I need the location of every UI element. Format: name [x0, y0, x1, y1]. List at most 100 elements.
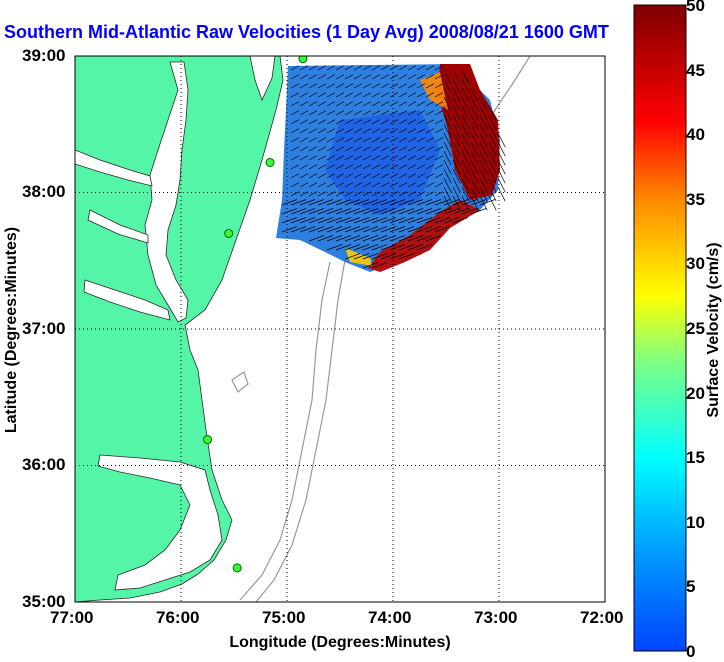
velocity-arrow [362, 191, 372, 197]
velocity-arrow [308, 164, 318, 170]
velocity-arrow [425, 217, 442, 224]
velocity-arrow [452, 78, 461, 94]
velocity-arrow [461, 105, 470, 121]
velocity-arrow [488, 177, 497, 193]
velocity-arrow [434, 191, 444, 197]
velocity-arrow [389, 119, 399, 125]
velocity-arrow [380, 217, 397, 224]
velocity-arrow [434, 226, 451, 233]
velocity-arrow [362, 244, 379, 251]
velocity-arrow [461, 195, 470, 211]
velocity-arrow [398, 146, 408, 152]
velocity-arrow [461, 114, 470, 130]
velocity-arrow [299, 217, 316, 224]
velocity-arrow [326, 164, 336, 170]
velocity-arrow [398, 173, 408, 179]
velocity-arrow [398, 235, 415, 242]
velocity-arrow [290, 65, 300, 71]
velocity-arrow [290, 128, 300, 134]
velocity-arrow [398, 182, 408, 188]
velocity-arrow [479, 123, 488, 139]
velocity-arrow [407, 191, 417, 197]
velocity-arrow [488, 186, 497, 202]
radar-stations [203, 56, 308, 573]
velocity-arrow [290, 110, 300, 116]
velocity-arrow [371, 155, 381, 161]
radar-station-marker [203, 435, 212, 445]
velocity-arrow [299, 173, 309, 179]
velocity-arrow [290, 74, 300, 80]
velocity-arrow [326, 101, 336, 107]
velocity-arrow [344, 92, 354, 98]
velocity-arrow [425, 119, 435, 125]
velocity-arrow [479, 141, 488, 157]
velocity-arrow [371, 182, 381, 188]
velocity-arrow [371, 74, 381, 80]
velocity-arrow [398, 164, 408, 170]
velocity-arrow [470, 96, 479, 112]
velocity-arrow [380, 137, 390, 143]
velocity-arrow [434, 146, 444, 152]
velocity-arrow [389, 155, 399, 161]
velocity-arrow [335, 235, 352, 242]
velocity-arrow [371, 226, 388, 233]
velocity-arrow [389, 146, 399, 152]
velocity-arrow [443, 159, 452, 175]
velocity-arrow [362, 128, 372, 134]
velocity-arrow [407, 173, 417, 179]
velocity-arrow [488, 159, 497, 175]
velocity-arrow [380, 92, 390, 98]
velocity-arrow [335, 182, 345, 188]
velocity-arrow [434, 92, 444, 98]
velocity-arrow [290, 226, 307, 233]
velocity-arrow [362, 253, 379, 260]
velocity-arrow [443, 177, 452, 193]
x-tick-label: 77:00 [50, 608, 94, 627]
velocity-arrow [281, 199, 298, 206]
velocity-arrow [353, 155, 363, 161]
velocity-arrow [308, 199, 325, 206]
velocity-arrow [353, 217, 370, 224]
velocity-arrow [470, 132, 479, 148]
velocity-arrow [452, 168, 461, 184]
rappahannock-river [87, 209, 149, 244]
velocity-arrow [461, 78, 470, 94]
colorbar-tick-label: 30 [686, 254, 705, 273]
velocity-arrow [353, 137, 363, 143]
velocity-arrow [461, 150, 470, 166]
velocity-arrow [398, 253, 415, 260]
velocity-arrow [398, 101, 408, 107]
velocity-arrow [335, 244, 352, 251]
velocity-arrow [497, 168, 506, 184]
velocity-arrow [434, 137, 444, 143]
velocity-arrow [362, 208, 379, 215]
velocity-arrow [299, 208, 316, 215]
velocity-arrow [389, 173, 399, 179]
velocity-arrow [407, 244, 424, 251]
velocity-arrow [470, 177, 479, 193]
velocity-arrow [326, 173, 336, 179]
y-tick-label: 36:00 [22, 455, 66, 474]
velocity-arrow [425, 155, 435, 161]
radar-station-marker [298, 56, 308, 64]
velocity-arrow [353, 83, 363, 89]
colorbar [633, 4, 687, 652]
velocity-field-highspeed-south [368, 200, 480, 272]
velocity-arrow [380, 83, 390, 89]
velocity-arrow [281, 226, 298, 233]
velocity-arrow [380, 226, 397, 233]
velocity-arrow [407, 65, 417, 71]
velocity-arrow [353, 110, 363, 116]
velocity-arrow [353, 164, 363, 170]
bathymetry-contour-5 [231, 371, 249, 393]
velocity-arrow [308, 137, 318, 143]
velocity-arrow [434, 208, 451, 215]
velocity-arrow [407, 146, 417, 152]
velocity-arrow [380, 65, 390, 71]
velocity-arrow [326, 155, 336, 161]
velocity-arrow [416, 83, 426, 89]
velocity-arrow [344, 146, 354, 152]
velocity-arrow [344, 226, 361, 233]
velocity-arrow [443, 78, 452, 94]
